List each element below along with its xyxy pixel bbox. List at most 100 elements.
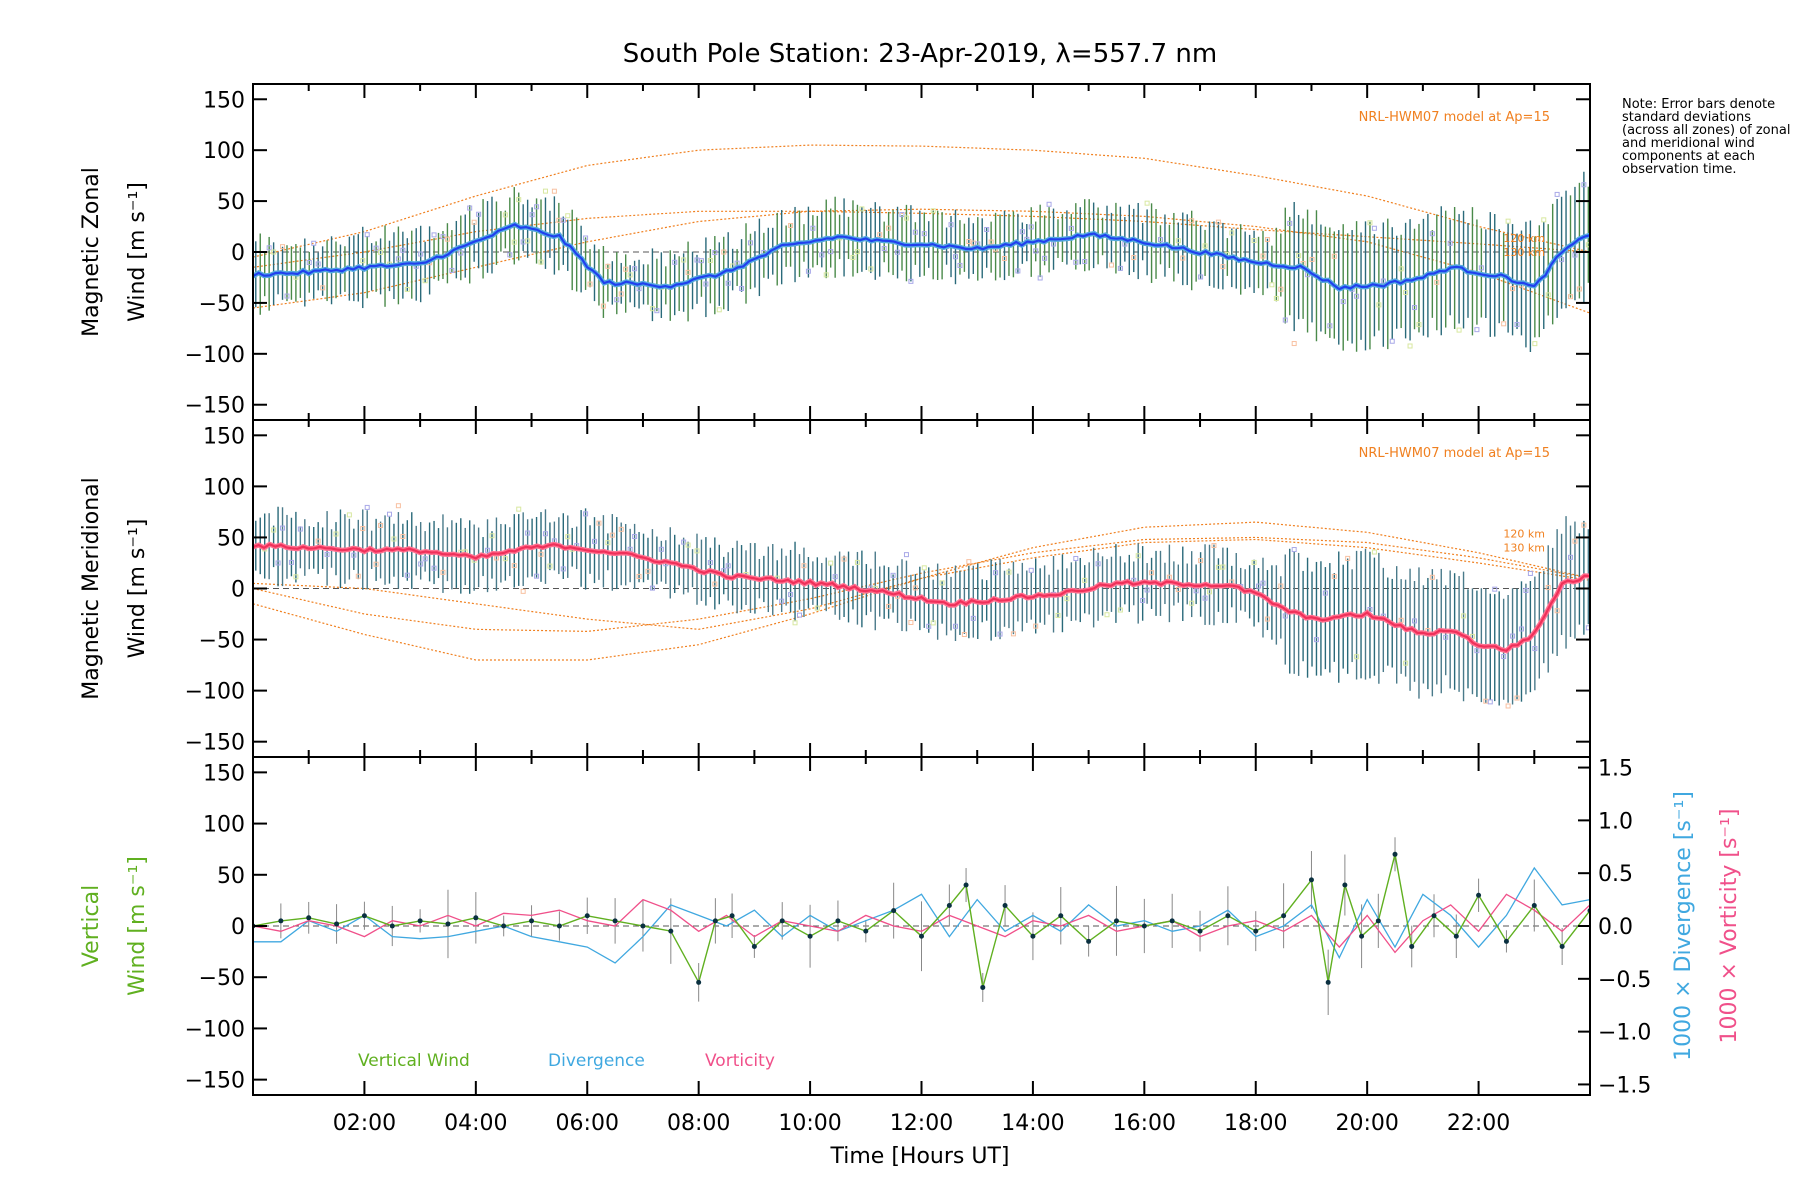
scatter-point <box>351 552 357 558</box>
scatter-point <box>1211 543 1217 549</box>
scatter-point <box>1269 282 1275 288</box>
scatter-point <box>890 572 896 578</box>
vertical-wind-line <box>253 854 1590 988</box>
scatter-point <box>458 250 464 256</box>
scatter-point <box>1403 660 1409 666</box>
x-tick-label: 18:00 <box>1224 1111 1287 1136</box>
y-tick-label: −100 <box>185 680 245 705</box>
scatter-point <box>1144 200 1150 206</box>
scatter-point <box>921 231 927 237</box>
scatter-point <box>895 249 901 255</box>
scatter-point <box>1518 626 1524 632</box>
model-curve <box>253 144 1590 258</box>
model-curve <box>253 521 1590 661</box>
scatter-point <box>520 588 526 594</box>
y-axis-label-line: Magnetic Zonal <box>79 167 104 337</box>
scatter-point <box>672 259 678 265</box>
scatter-point <box>1166 574 1172 580</box>
y2-tick-label: −1.0 <box>1598 1021 1651 1046</box>
y-tick-label: 50 <box>217 190 245 215</box>
y-tick-label: −150 <box>185 731 245 756</box>
y-tick-label: 150 <box>203 424 245 449</box>
scatter-point <box>984 226 990 232</box>
scatter-point <box>360 258 366 264</box>
scatter-point <box>685 269 691 275</box>
scatter-point <box>1572 252 1578 258</box>
scatter-point <box>1082 258 1088 264</box>
scatter-point <box>1340 299 1346 305</box>
scatter-point <box>551 188 557 194</box>
scatter-point <box>271 249 277 255</box>
scatter-point <box>1429 231 1435 237</box>
model-annotation: NRL-HWM07 model at Ap=15 <box>1359 110 1550 125</box>
scatter-point <box>600 303 606 309</box>
scatter-point <box>828 560 834 566</box>
scatter-point <box>280 244 286 250</box>
scatter-point <box>819 252 825 258</box>
scatter-point <box>418 561 424 567</box>
vertical-wind-point <box>980 984 986 990</box>
scatter-point <box>418 251 424 257</box>
scatter-point <box>1180 255 1186 261</box>
scatter-point <box>779 598 785 604</box>
scatter-point <box>627 272 633 278</box>
scatter-point <box>1149 570 1155 576</box>
scatter-point <box>632 533 638 539</box>
scatter-point <box>1505 703 1511 709</box>
scatter-point <box>1117 265 1123 271</box>
x-tick-label: 16:00 <box>1113 1111 1176 1136</box>
scatter-point <box>1082 577 1088 583</box>
scatter-point <box>1371 225 1377 231</box>
model-annotation: NRL-HWM07 model at Ap=15 <box>1359 446 1550 461</box>
scatter-point <box>1309 256 1315 262</box>
vertical-wind-point <box>1253 928 1259 934</box>
scatter-point <box>957 262 963 268</box>
vertical-wind-point <box>696 979 702 985</box>
scatter-point <box>618 291 624 297</box>
y-tick-label: 100 <box>203 475 245 500</box>
divergence-axis-label: 1000 × Divergence [s⁻¹] <box>1671 791 1696 1061</box>
scatter-point <box>1175 587 1181 593</box>
vertical-wind-point <box>361 913 367 919</box>
vertical-wind-point <box>1503 938 1509 944</box>
scatter-point <box>591 538 597 544</box>
scatter-point <box>525 530 531 536</box>
scatter-point <box>1189 600 1195 606</box>
vertical-wind-point <box>501 923 507 929</box>
scatter-point <box>386 511 392 517</box>
scatter-point <box>560 566 566 572</box>
scatter-point <box>1104 612 1110 618</box>
vertical-wind-point <box>1531 903 1537 909</box>
chart-title: South Pole Station: 23-Apr-2019, λ=557.7… <box>623 39 1217 69</box>
scatter-point <box>440 234 446 240</box>
vertical-wind-point <box>1281 913 1287 919</box>
y2-tick-label: 1.5 <box>1598 757 1633 782</box>
scatter-point <box>364 504 370 510</box>
vertical-wind-point <box>1359 933 1365 939</box>
scatter-point <box>565 534 571 540</box>
scatter-point <box>542 188 548 194</box>
scatter-point <box>805 268 811 274</box>
scatter-point <box>1412 618 1418 624</box>
vertical-wind-point <box>946 903 952 909</box>
scatter-point <box>346 512 352 518</box>
vertical-wind-point <box>1086 938 1092 944</box>
scatter-point <box>970 615 976 621</box>
scatter-point <box>1028 567 1034 573</box>
x-tick-label: 10:00 <box>778 1111 841 1136</box>
scatter-point <box>632 266 638 272</box>
scatter-point <box>1006 569 1012 575</box>
scatter-point <box>587 281 593 287</box>
scatter-point <box>1510 633 1516 639</box>
scatter-point <box>1175 238 1181 244</box>
scatter-point <box>538 551 544 557</box>
scatter-point <box>1287 220 1293 226</box>
scatter-point <box>1131 255 1137 261</box>
y-axis-label-line: Vertical <box>79 885 104 967</box>
scatter-point <box>297 526 303 532</box>
scatter-point <box>1572 538 1578 544</box>
scatter-point <box>534 204 540 210</box>
scatter-point <box>649 585 655 591</box>
scatter-point <box>948 222 954 228</box>
scatter-point <box>1229 230 1235 236</box>
